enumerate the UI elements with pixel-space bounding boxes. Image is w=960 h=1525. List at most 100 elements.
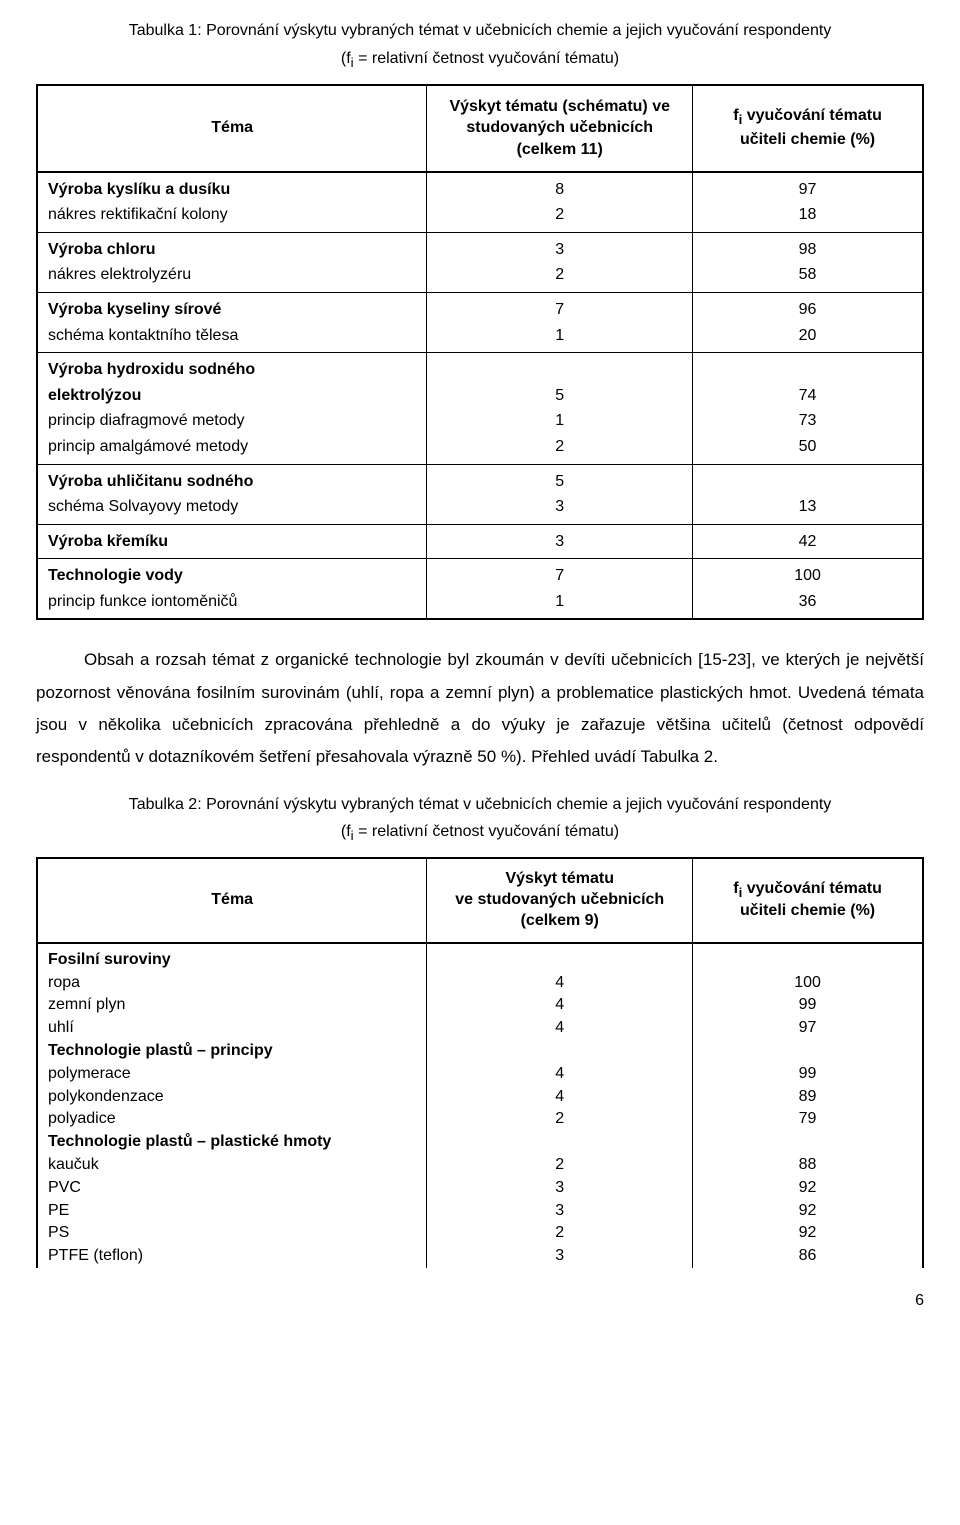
table-row: polymerace499	[37, 1063, 923, 1086]
row-label: princip diafragmové metody	[37, 408, 427, 434]
t1-h2-l3: (celkem 11)	[517, 141, 603, 158]
row-value-1: 3	[427, 1177, 693, 1200]
table-row: PS292	[37, 1222, 923, 1245]
row-value-2: 86	[693, 1245, 923, 1268]
row-value-2	[693, 1040, 923, 1063]
t2-h3-post: vyučování tématu	[742, 880, 882, 897]
t2-h2-l3: (celkem 9)	[521, 912, 599, 929]
row-label: Technologie plastů – plastické hmoty	[37, 1131, 427, 1154]
t2-sub-pre: (f	[341, 823, 351, 840]
row-value-2: 58	[693, 262, 923, 292]
row-value-2: 88	[693, 1154, 923, 1177]
t2-h2-l2: ve studovaných učebnicích	[455, 891, 664, 908]
row-label: elektrolýzou	[37, 383, 427, 409]
page-number: 6	[36, 1292, 924, 1310]
table2-caption: Tabulka 2: Porovnání výskytu vybraných t…	[36, 794, 924, 816]
t1-h2: Výskyt tématu (schématu) ve studovaných …	[427, 85, 693, 172]
table-row: schéma kontaktního tělesa120	[37, 323, 923, 353]
row-label: Výroba křemíku	[37, 524, 427, 559]
row-value-1: 3	[427, 524, 693, 559]
table2-header-row: Téma Výskyt tématu ve studovaných učebni…	[37, 858, 923, 942]
t1-h2-l1: Výskyt tématu (schématu) ve	[449, 98, 670, 115]
table-row: PE392	[37, 1200, 923, 1223]
row-label: PVC	[37, 1177, 427, 1200]
table-row: zemní plyn499	[37, 994, 923, 1017]
row-value-1: 4	[427, 972, 693, 995]
row-value-1	[427, 353, 693, 383]
row-label: PS	[37, 1222, 427, 1245]
row-value-2: 97	[693, 1017, 923, 1040]
row-value-2: 96	[693, 292, 923, 322]
row-label: polyadice	[37, 1108, 427, 1131]
row-value-2: 79	[693, 1108, 923, 1131]
row-value-2	[693, 464, 923, 494]
row-label: princip amalgámové metody	[37, 434, 427, 464]
row-value-2: 73	[693, 408, 923, 434]
table-row: ropa4100	[37, 972, 923, 995]
row-value-1	[427, 1040, 693, 1063]
t2-sub-rest: = relativní četnost vyučování tématu)	[354, 823, 619, 840]
t2-h2-l1: Výskyt tématu	[505, 870, 614, 887]
t1-sub-pre: (f	[341, 50, 351, 67]
t2-h2: Výskyt tématu ve studovaných učebnicích …	[427, 858, 693, 942]
row-value-1: 5	[427, 464, 693, 494]
table-row: Technologie plastů – principy	[37, 1040, 923, 1063]
row-value-2: 50	[693, 434, 923, 464]
row-value-2: 92	[693, 1177, 923, 1200]
row-label: PE	[37, 1200, 427, 1223]
row-value-1: 3	[427, 1245, 693, 1268]
table2: Téma Výskyt tématu ve studovaných učebni…	[36, 857, 924, 1268]
row-value-2	[693, 1131, 923, 1154]
row-value-1: 3	[427, 1200, 693, 1223]
row-label: princip funkce iontoměničů	[37, 589, 427, 620]
row-value-1: 2	[427, 1154, 693, 1177]
row-value-1	[427, 943, 693, 972]
table-row: PTFE (teflon)386	[37, 1245, 923, 1268]
table-row: Výroba křemíku342	[37, 524, 923, 559]
row-value-1: 3	[427, 494, 693, 524]
table-row: princip funkce iontoměničů136	[37, 589, 923, 620]
row-label: Fosilní suroviny	[37, 943, 427, 972]
row-label: polykondenzace	[37, 1086, 427, 1109]
row-label: uhlí	[37, 1017, 427, 1040]
row-label: nákres rektifikační kolony	[37, 202, 427, 232]
row-value-2: 42	[693, 524, 923, 559]
table-row: princip diafragmové metody173	[37, 408, 923, 434]
t1-sub-rest: = relativní četnost vyučování tématu)	[354, 50, 619, 67]
table1-header-row: Téma Výskyt tématu (schématu) ve studova…	[37, 85, 923, 172]
row-value-2: 97	[693, 172, 923, 203]
paragraph-text: Obsah a rozsah témat z organické technol…	[36, 650, 924, 766]
row-value-2: 99	[693, 1063, 923, 1086]
row-label: Výroba kyseliny sírové	[37, 292, 427, 322]
row-label: PTFE (teflon)	[37, 1245, 427, 1268]
row-value-2: 89	[693, 1086, 923, 1109]
row-label: Výroba kyslíku a dusíku	[37, 172, 427, 203]
table-row: nákres rektifikační kolony218	[37, 202, 923, 232]
row-label: schéma Solvayovy metody	[37, 494, 427, 524]
table1-caption: Tabulka 1: Porovnání výskytu vybraných t…	[36, 20, 924, 42]
row-value-1: 2	[427, 202, 693, 232]
row-value-1: 1	[427, 408, 693, 434]
row-label: zemní plyn	[37, 994, 427, 1017]
table-row: Fosilní suroviny	[37, 943, 923, 972]
row-value-1: 7	[427, 292, 693, 322]
row-value-1: 4	[427, 1017, 693, 1040]
row-value-2: 98	[693, 232, 923, 262]
row-label: Výroba hydroxidu sodného	[37, 353, 427, 383]
table-row: Výroba chloru398	[37, 232, 923, 262]
row-value-1: 1	[427, 323, 693, 353]
row-label: polymerace	[37, 1063, 427, 1086]
row-value-1: 2	[427, 1222, 693, 1245]
row-value-1: 2	[427, 1108, 693, 1131]
table-row: kaučuk288	[37, 1154, 923, 1177]
row-value-1	[427, 1131, 693, 1154]
table-row: Technologie vody7100	[37, 559, 923, 589]
table-row: Výroba kyseliny sírové796	[37, 292, 923, 322]
row-value-2: 100	[693, 972, 923, 995]
row-label: nákres elektrolyzéru	[37, 262, 427, 292]
row-value-1: 4	[427, 1086, 693, 1109]
table1-subcaption: (fi = relativní četnost vyučování tématu…	[36, 50, 924, 70]
row-value-2: 18	[693, 202, 923, 232]
table-row: Technologie plastů – plastické hmoty	[37, 1131, 923, 1154]
table-row: polyadice279	[37, 1108, 923, 1131]
